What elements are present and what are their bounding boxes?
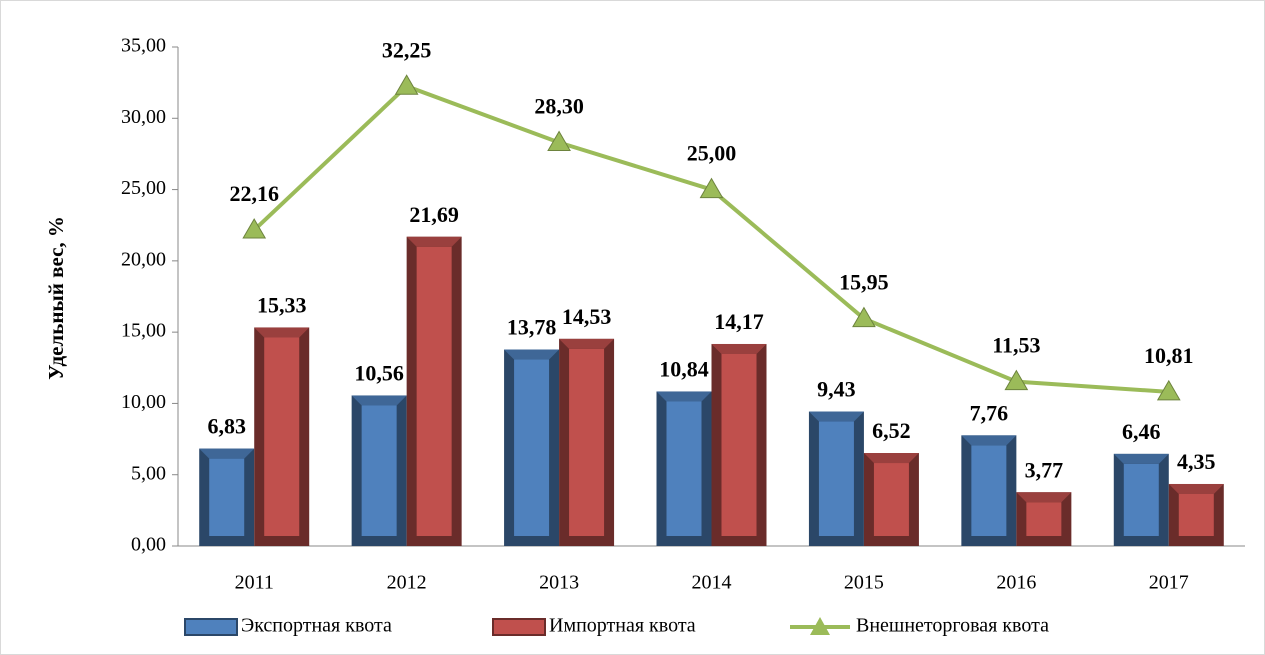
bar-face: [569, 348, 605, 536]
bar-face: [721, 353, 757, 536]
bar-bevel: [656, 391, 712, 402]
bar-face: [1123, 463, 1159, 536]
data-label: 10,84: [659, 356, 709, 381]
data-label: 4,35: [1177, 449, 1216, 474]
data-label: 28,30: [534, 94, 584, 119]
data-label: 13,78: [507, 315, 557, 340]
y-tick-label: 25,00: [121, 177, 166, 199]
line-marker: [1004, 369, 1029, 391]
y-tick-label: 35,00: [121, 35, 166, 57]
legend-marker: [810, 617, 830, 635]
x-tick-label: 2013: [539, 572, 579, 594]
y-tick-label: 20,00: [121, 248, 166, 270]
bar-face: [361, 405, 397, 536]
y-tick-label: 10,00: [121, 391, 166, 413]
bar-bevel: [351, 395, 407, 406]
data-label: 6,46: [1122, 419, 1161, 444]
legend-swatch: [492, 618, 546, 636]
y-tick-label: 15,00: [121, 320, 166, 342]
bar-face: [818, 421, 854, 536]
legend-label: Внешнеторговая квота: [856, 615, 1049, 637]
line-marker: [547, 130, 571, 152]
data-label: 15,33: [257, 292, 307, 317]
data-label: 3,77: [1025, 457, 1064, 482]
y-tick-label: 30,00: [121, 106, 166, 128]
bar-face: [514, 359, 550, 536]
bar-bevel: [559, 338, 615, 349]
bar-bevel: [863, 453, 919, 464]
y-tick-label: 5,00: [131, 462, 166, 484]
bar-bevel: [1113, 453, 1169, 464]
x-tick-label: 2015: [844, 572, 884, 594]
line-marker: [1156, 379, 1181, 401]
data-label: 7,76: [970, 400, 1009, 425]
x-tick-label: 2012: [387, 572, 427, 594]
bar-face: [209, 458, 245, 536]
bar-face: [416, 246, 452, 536]
x-tick-label: 2011: [235, 572, 274, 594]
legend-label: Экспортная квота: [241, 615, 392, 637]
y-tick-label: 0,00: [131, 534, 166, 556]
x-tick-label: 2014: [692, 572, 732, 594]
bar-bevel: [711, 343, 767, 354]
data-label: 14,17: [714, 309, 764, 334]
x-tick-label: 2017: [1149, 572, 1189, 594]
bar-face: [1178, 493, 1214, 536]
bar-bevel: [406, 236, 462, 247]
bar-bevel: [1168, 483, 1224, 494]
bar-face: [666, 401, 702, 536]
data-label: 10,81: [1144, 343, 1194, 368]
line-marker: [242, 218, 267, 239]
legend-label: Импортная квота: [549, 615, 696, 637]
x-tick-label: 2016: [996, 572, 1036, 594]
bar-face: [873, 463, 909, 536]
data-label: 32,25: [382, 37, 432, 62]
data-label: 9,43: [817, 377, 856, 402]
data-label: 15,95: [839, 270, 889, 295]
bar-bevel: [1016, 492, 1072, 503]
data-label: 14,53: [562, 304, 612, 329]
data-label: 22,16: [229, 181, 279, 206]
data-label: 11,53: [992, 333, 1040, 358]
bar-bevel: [254, 327, 310, 338]
bar-face: [264, 337, 300, 536]
data-label: 6,52: [872, 418, 911, 443]
data-label: 6,83: [207, 414, 246, 439]
line-marker: [852, 306, 876, 328]
line-marker: [699, 177, 724, 199]
legend-swatch: [184, 618, 238, 636]
y-axis-title: Удельный вес, %: [44, 216, 68, 380]
bar-face: [971, 445, 1007, 536]
data-label: 25,00: [687, 141, 737, 166]
data-label: 10,56: [354, 360, 404, 385]
data-label: 21,69: [409, 202, 459, 227]
bar-bevel: [961, 435, 1017, 446]
bar-bevel: [808, 411, 864, 422]
bar-face: [1026, 502, 1062, 536]
line-marker: [394, 74, 419, 95]
bar-bevel: [504, 349, 560, 360]
bar-bevel: [199, 448, 255, 459]
